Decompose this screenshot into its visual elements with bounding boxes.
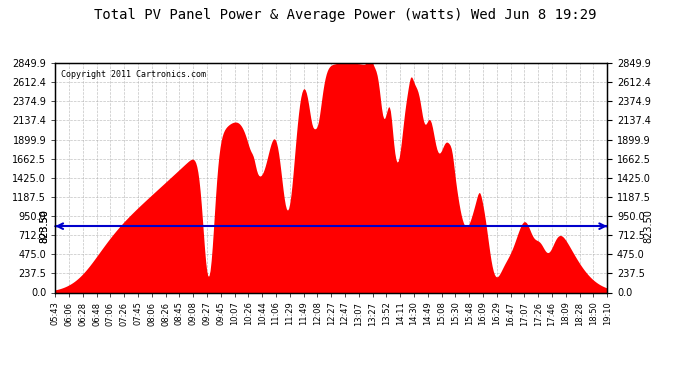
Text: 823.50: 823.50 — [40, 209, 50, 243]
Text: Total PV Panel Power & Average Power (watts) Wed Jun 8 19:29: Total PV Panel Power & Average Power (wa… — [94, 8, 596, 21]
Text: Copyright 2011 Cartronics.com: Copyright 2011 Cartronics.com — [61, 70, 206, 79]
Text: 823.50: 823.50 — [643, 209, 653, 243]
Text: 823.50: 823.50 — [40, 209, 50, 243]
